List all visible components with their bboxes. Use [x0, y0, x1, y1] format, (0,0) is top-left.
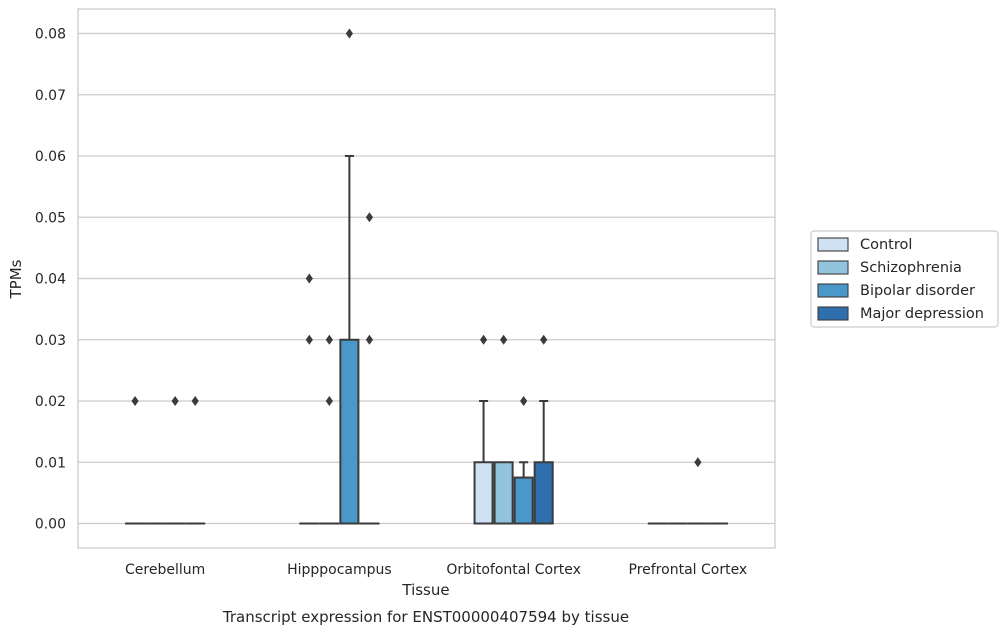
box-body	[493, 461, 514, 525]
y-tick-label: 0.07	[35, 88, 66, 104]
plot-area-frame	[77, 8, 776, 549]
box-body	[533, 461, 554, 525]
box-1-3	[359, 212, 380, 525]
legend-label: Schizophrenia	[860, 260, 962, 276]
box-body	[513, 476, 534, 525]
y-tick-label: 0.00	[35, 517, 66, 533]
x-axis-label: Tissue	[401, 581, 449, 599]
legend-swatch	[817, 237, 849, 252]
outlier-point	[171, 396, 179, 406]
legend-label: Bipolar disorder	[860, 283, 975, 299]
box-2-2	[513, 396, 534, 525]
chart-caption: Transcript expression for ENST0000040759…	[222, 608, 629, 626]
legend: Control Schizophrenia Bipolar disorder Majo…	[810, 230, 999, 328]
box-1-2	[339, 28, 360, 525]
x-tick-label: Orbitofontal Cortex	[446, 562, 581, 578]
outlier-point	[131, 396, 139, 406]
x-tick-labels: Cerebellum Hipppocampus Orbitofontal Corte…	[125, 562, 747, 578]
outlier-point	[365, 212, 374, 223]
legend-frame	[810, 230, 999, 328]
outlier-point	[479, 334, 488, 345]
outlier-point	[305, 273, 313, 284]
box-0-3	[185, 396, 206, 525]
y-axis-label: TPMs	[7, 259, 25, 299]
outlier-point	[345, 28, 353, 39]
box-body	[473, 461, 494, 525]
gridlines	[78, 32, 775, 525]
outlier-point	[540, 334, 548, 345]
legend-label: Control	[860, 237, 912, 253]
x-tick-label: Cerebellum	[125, 562, 205, 578]
outlier-point	[520, 396, 528, 406]
outlier-point	[694, 457, 702, 468]
outlier-point	[325, 396, 333, 406]
box-3-2	[687, 457, 708, 525]
box-2-0	[473, 334, 494, 525]
box-0-2	[165, 396, 186, 525]
y-tick-label: 0.02	[35, 394, 66, 410]
y-tick-label: 0.08	[35, 27, 66, 43]
outlier-point	[191, 396, 199, 406]
outlier-point	[325, 334, 333, 345]
y-tick-label: 0.03	[35, 333, 66, 349]
outlier-point	[500, 334, 508, 345]
legend-label: Major depression	[860, 306, 984, 322]
y-tick-label: 0.05	[35, 210, 66, 226]
box-0-0	[125, 396, 146, 525]
legend-swatch	[817, 260, 849, 275]
legend-swatch	[817, 283, 849, 298]
y-tick-label: 0.04	[35, 272, 66, 288]
x-tick-label: Prefrontal Cortex	[629, 562, 748, 578]
legend-swatch	[817, 306, 849, 321]
outlier-point	[365, 334, 374, 345]
box-2-1	[493, 334, 514, 525]
y-tick-labels: 0.00 0.01 0.02 0.03 0.04 0.05 0.06 0.07 0.08	[35, 27, 66, 533]
y-tick-label: 0.01	[35, 455, 66, 471]
y-tick-label: 0.06	[35, 149, 66, 165]
box-1-1	[319, 334, 340, 525]
box-body	[339, 338, 360, 525]
x-tick-label: Hipppocampus	[287, 562, 392, 578]
box-2-3	[533, 334, 554, 525]
outlier-point	[305, 334, 313, 345]
boxes	[125, 28, 728, 525]
box-1-0	[299, 273, 320, 525]
